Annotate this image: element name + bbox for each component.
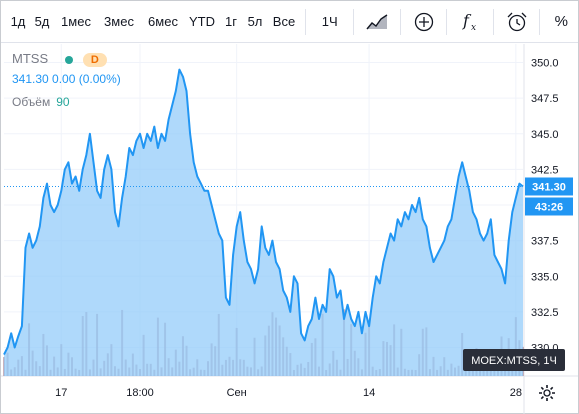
toolbar-divider <box>446 8 448 35</box>
toolbar-divider <box>492 8 494 35</box>
toolbar-divider <box>353 8 355 35</box>
period-button[interactable]: 5д <box>34 14 50 29</box>
toolbar-divider <box>399 8 401 35</box>
legend-values: 341.30 0.00 (0.00%) <box>12 72 121 86</box>
price-tag-box <box>525 177 573 196</box>
volume-legend: Объём 90 <box>12 95 70 109</box>
symbol-tooltip: MOEX:MTSS, 1Ч <box>471 355 557 367</box>
toolbar-divider <box>305 8 306 35</box>
period-button[interactable]: 1д <box>10 14 26 29</box>
interval-button[interactable]: 1Ч <box>321 14 338 29</box>
y-tick-label: 337.5 <box>531 236 559 248</box>
market-status-dot <box>65 55 74 64</box>
compare-add-icon[interactable] <box>405 1 443 43</box>
price-area-fill <box>4 69 523 376</box>
x-tick-label: 17 <box>55 387 67 399</box>
chart-style-icon[interactable] <box>358 1 396 43</box>
price-tag-value: 341.30 <box>532 181 566 193</box>
y-tick-label: 335.0 <box>531 271 559 283</box>
settings-gear-icon[interactable] <box>528 379 566 407</box>
y-tick-label: 350.0 <box>531 58 559 70</box>
period-button[interactable]: Все <box>272 14 296 29</box>
x-tick-label: 18:00 <box>126 387 154 399</box>
percent-scale-button[interactable]: % <box>554 13 568 30</box>
period-button[interactable]: 1г <box>225 14 237 29</box>
y-tick-label: 347.5 <box>531 93 559 105</box>
toolbar-divider <box>539 8 541 35</box>
chart-plot-area[interactable]: 330.0332.5335.0337.5340.0342.5345.0347.5… <box>1 44 578 414</box>
y-tick-label: 342.5 <box>531 164 559 176</box>
alarm-clock-icon[interactable] <box>498 1 536 43</box>
period-button[interactable]: 3мес <box>104 14 134 29</box>
x-tick-label: 14 <box>363 387 375 399</box>
x-tick-label: Сен <box>227 387 247 399</box>
period-button[interactable]: 5л <box>247 14 263 29</box>
countdown-value: 43:26 <box>535 201 563 213</box>
indicators-fx-icon[interactable]: f x <box>451 1 489 43</box>
chart-legend: MTSS D <box>12 51 107 67</box>
price-series-line[interactable] <box>3 68 524 356</box>
symbol-tooltip-box <box>463 349 565 371</box>
period-button[interactable]: YTD <box>189 14 215 29</box>
period-buttons: 1д 5д 1мес 3мес 6мес YTD 1г 5л Все <box>1 1 301 43</box>
countdown-box <box>525 197 573 216</box>
period-button[interactable]: 1мес <box>61 14 91 29</box>
toolbar: 1д 5д 1мес 3мес 6мес YTD 1г 5л Все 1Ч f x % <box>1 1 578 43</box>
volume-label: Объём <box>12 95 51 109</box>
delay-badge: D <box>82 52 107 67</box>
y-tick-label: 332.5 <box>531 307 559 319</box>
y-tick-label: 345.0 <box>531 129 559 141</box>
legend-symbol[interactable]: MTSS <box>12 51 49 66</box>
svg-text:f: f <box>462 11 472 30</box>
period-button[interactable]: 6мес <box>148 14 178 29</box>
volume-value: 90 <box>56 95 70 109</box>
x-tick-label: 28 <box>510 387 522 399</box>
svg-text:x: x <box>471 23 476 33</box>
